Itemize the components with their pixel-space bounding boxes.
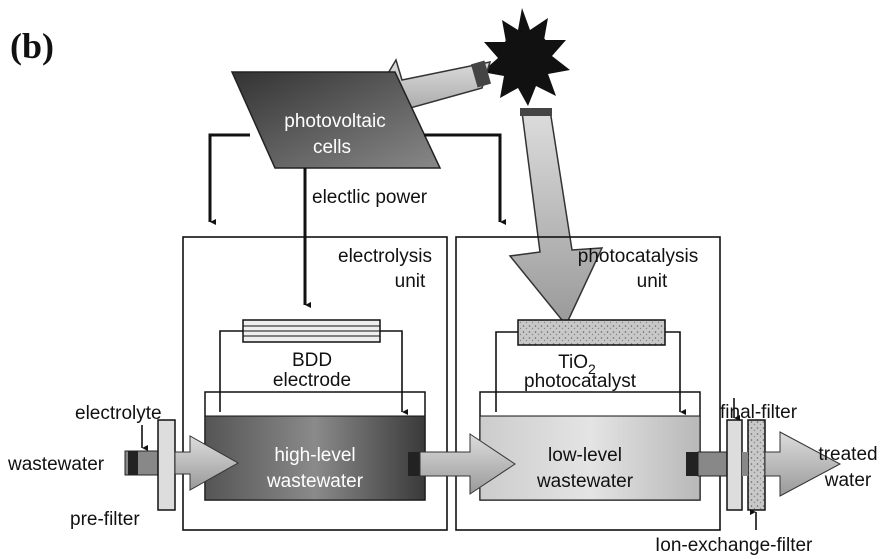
tube-end bbox=[520, 108, 552, 116]
tio2-formula: TiO bbox=[558, 352, 588, 373]
flow-arrow bbox=[174, 435, 240, 491]
high-label: high-level bbox=[274, 445, 355, 466]
bdd-electrode bbox=[242, 319, 381, 343]
high-label: wastewater bbox=[266, 471, 364, 492]
bdd-label: electrode bbox=[273, 370, 351, 391]
tio2-label: photocatalyst bbox=[524, 371, 637, 392]
sun bbox=[482, 8, 570, 106]
tio2-subscript: 2 bbox=[588, 361, 596, 377]
wire bbox=[219, 330, 243, 412]
bdd-label: BDD bbox=[292, 350, 332, 371]
unit-label: electrolysis bbox=[338, 246, 432, 267]
pv-label: photovoltaic bbox=[284, 111, 385, 132]
pre-filter bbox=[157, 419, 176, 511]
pipe-end bbox=[408, 452, 420, 476]
flow-arrow bbox=[764, 431, 842, 497]
ion-exchange-filter bbox=[747, 419, 766, 511]
pipe-end bbox=[686, 452, 698, 476]
low-label: low-level bbox=[548, 445, 622, 466]
light-arrow bbox=[508, 109, 604, 327]
treated-label: treated bbox=[818, 444, 877, 465]
low-label: wastewater bbox=[536, 471, 634, 492]
pv-label: cells bbox=[313, 137, 351, 158]
unit-label: unit bbox=[637, 271, 668, 292]
flow-arrow bbox=[419, 433, 516, 495]
prefilter-label: pre-filter bbox=[70, 509, 140, 530]
wastewater-label: wastewater bbox=[7, 454, 105, 475]
electrolyte-label: electrolyte bbox=[75, 403, 162, 424]
pipe-end bbox=[128, 451, 138, 475]
finalfilter-label: final-filter bbox=[720, 402, 798, 423]
unit-label: unit bbox=[395, 271, 426, 292]
electrolysis-box bbox=[182, 236, 448, 531]
photocatalysis-box bbox=[455, 236, 721, 531]
panel-label: (b) bbox=[10, 26, 54, 66]
power-line bbox=[208, 133, 250, 222]
power-line bbox=[424, 133, 500, 222]
tio2-plate bbox=[517, 319, 666, 346]
tube-end bbox=[470, 60, 492, 88]
wire bbox=[665, 331, 680, 412]
pipe bbox=[697, 451, 728, 477]
unit-label: photocatalysis bbox=[578, 246, 698, 267]
wire bbox=[380, 330, 402, 412]
wire bbox=[495, 331, 518, 412]
low-liquid bbox=[479, 415, 701, 501]
tio2-label: TiO2 bbox=[558, 352, 596, 377]
power-label: electlic power bbox=[312, 187, 428, 208]
treated-label: water bbox=[824, 470, 872, 491]
pv-panel bbox=[230, 71, 442, 169]
pipe bbox=[742, 452, 748, 476]
final-filter bbox=[726, 419, 743, 511]
ionfilter-label: Ion-exchange-filter bbox=[655, 535, 813, 556]
